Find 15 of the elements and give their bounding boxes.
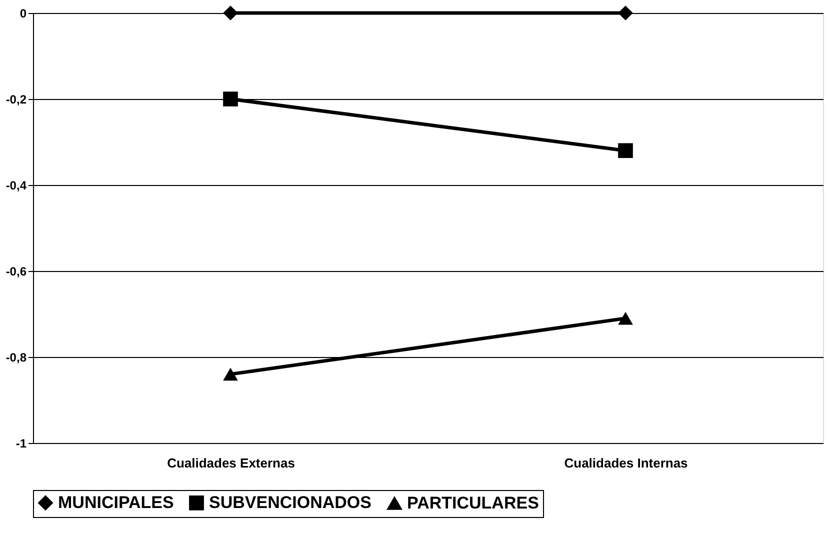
point bbox=[618, 143, 633, 158]
point bbox=[618, 6, 633, 20]
legend-label: SUBVENCIONADOS bbox=[209, 492, 372, 512]
x-tick-label: Cualidades Internas bbox=[564, 456, 688, 470]
y-tick-label: -0,2 bbox=[6, 92, 27, 106]
y-tick-label: -0,4 bbox=[6, 178, 27, 192]
y-tick-label: -0,6 bbox=[6, 264, 27, 278]
x-tick-label: Cualidades Externas bbox=[167, 456, 295, 470]
y-tick-label: -1 bbox=[16, 436, 27, 450]
y-tick-label: -0,8 bbox=[6, 350, 27, 364]
point bbox=[223, 6, 238, 20]
legend-label: PARTICULARES bbox=[407, 493, 539, 512]
point bbox=[223, 92, 238, 106]
y-tick-label: 0 bbox=[20, 6, 27, 20]
legend-label: MUNICIPALES bbox=[58, 492, 174, 512]
